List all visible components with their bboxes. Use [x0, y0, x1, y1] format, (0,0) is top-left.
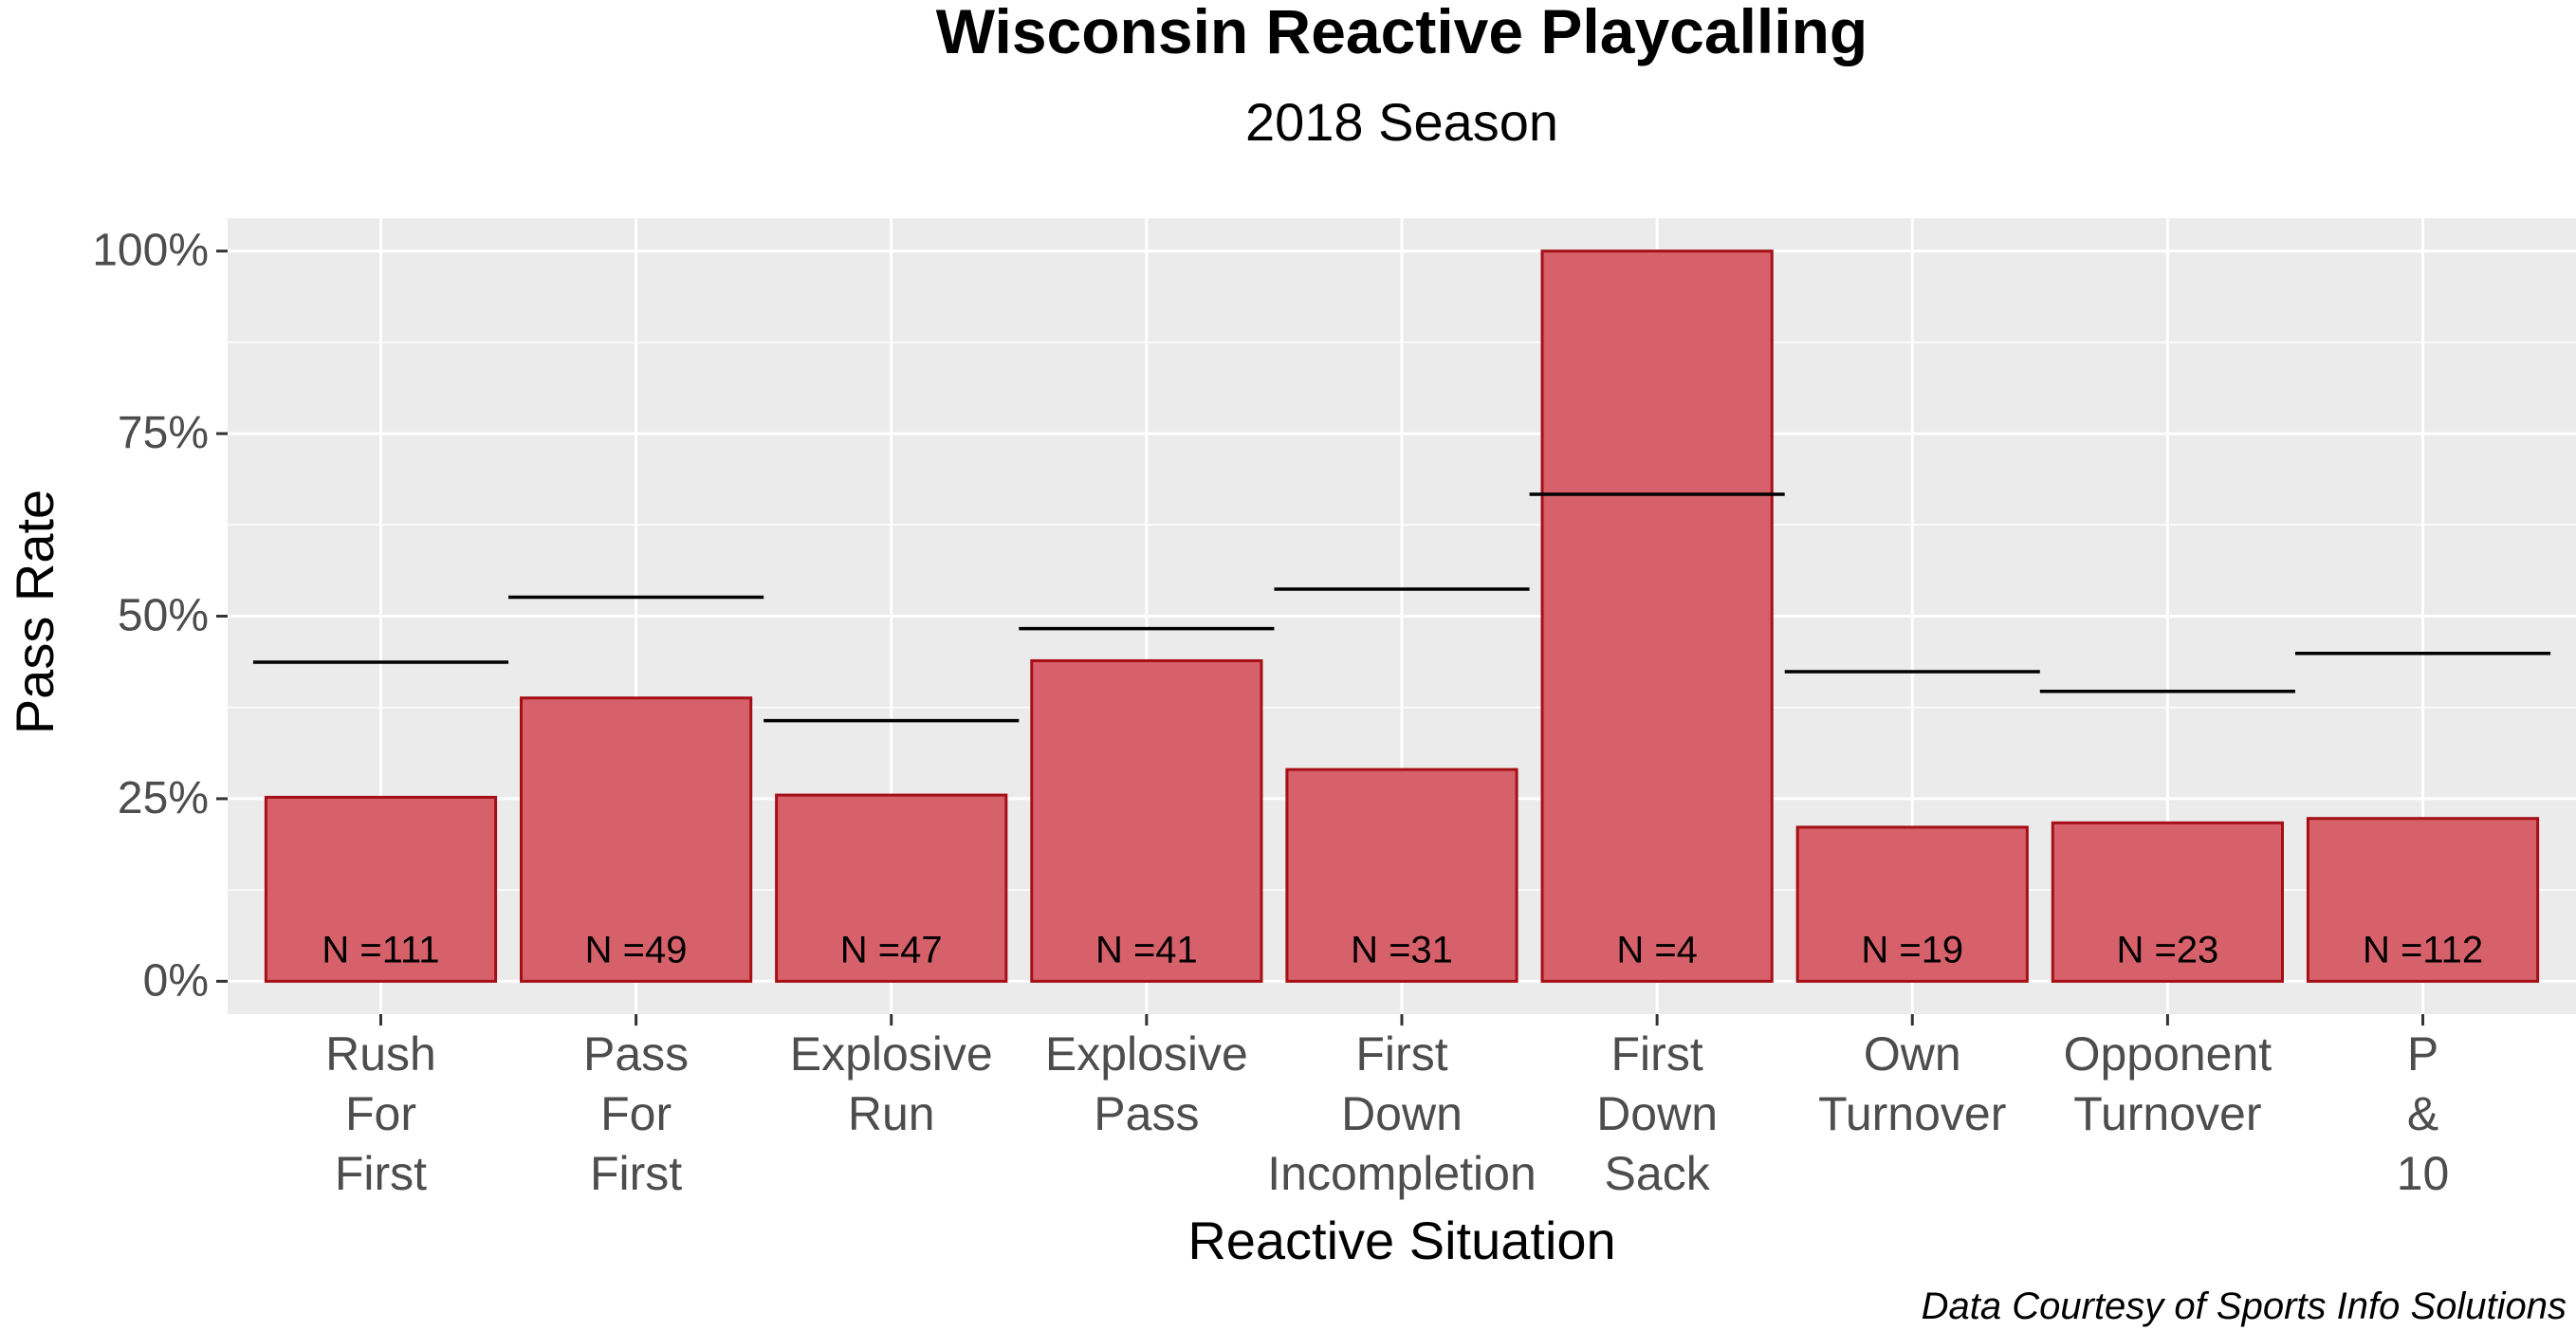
- x-tick-label: Explosive Pass: [1045, 1027, 1248, 1140]
- bar-count-label: N =41: [1095, 929, 1198, 971]
- bar-count-label: N =49: [585, 929, 688, 971]
- bar: [1285, 767, 1518, 983]
- x-tick-label: Rush For First: [325, 1027, 436, 1200]
- bar-count-label: N =112: [2363, 929, 2483, 971]
- y-tick-label: 0%: [143, 955, 209, 1006]
- bar: [1030, 658, 1263, 983]
- x-axis-title: Reactive Situation: [1187, 1211, 1615, 1270]
- x-tick-label: Pass For First: [583, 1027, 689, 1200]
- x-tick-label: Own Turnover: [1818, 1027, 2006, 1140]
- bar-count-label: N =31: [1351, 929, 1453, 971]
- x-tick-label: Explosive Run: [790, 1027, 993, 1140]
- bar-count-label: N =111: [322, 929, 439, 971]
- y-tick-label: 25%: [118, 773, 209, 823]
- chart-title: Wisconsin Reactive Playcalling: [936, 0, 1868, 66]
- x-tick-label: P & 10: [2397, 1027, 2450, 1200]
- bar: [775, 793, 1008, 983]
- bar-count-label: N =23: [2116, 929, 2218, 971]
- bar: [2306, 817, 2540, 983]
- x-tick-label: First Down Sack: [1596, 1027, 1718, 1200]
- chart-caption: Data Courtesy of Sports Info Solutions: [1922, 1285, 2567, 1327]
- chart-subtitle: 2018 Season: [1245, 92, 1558, 152]
- x-tick-label: Opponent Turnover: [2064, 1027, 2272, 1140]
- x-tick-label: First Down Incompletion: [1267, 1027, 1536, 1200]
- y-axis-title: Pass Rate: [5, 490, 64, 734]
- bar: [2051, 821, 2285, 983]
- bar: [1540, 250, 1774, 983]
- bar-count-label: N =19: [1861, 929, 1963, 971]
- bar-count-label: N =47: [840, 929, 943, 971]
- bar: [264, 795, 498, 983]
- bar: [520, 696, 753, 983]
- y-tick-label: 75%: [118, 408, 209, 458]
- y-tick-label: 50%: [118, 591, 209, 641]
- plot-area: 0% 25% 50% 75% 100% N =111 N =49 N =47 N =41 N =3…: [92, 218, 2576, 1200]
- bar-count-label: N =4: [1616, 929, 1698, 971]
- y-tick-label: 100%: [92, 226, 209, 276]
- bar: [1795, 825, 2029, 983]
